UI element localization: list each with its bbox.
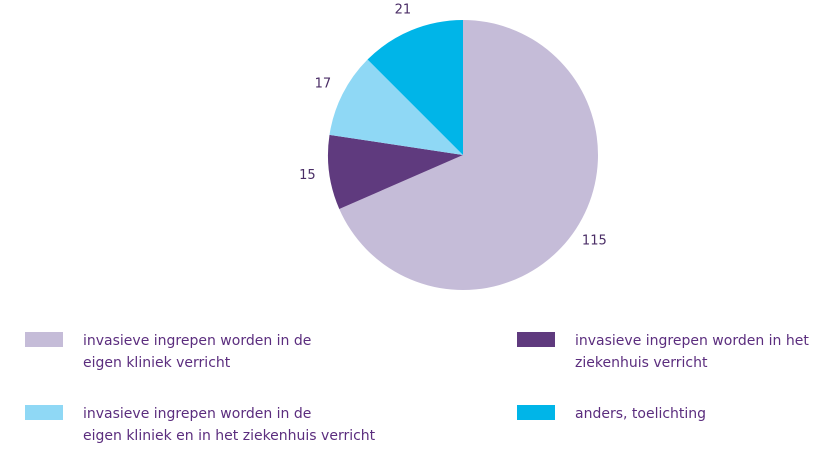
legend-swatch [517, 332, 555, 347]
pie-slice [339, 20, 598, 290]
pie-slice [327, 134, 463, 209]
data-label: 17 [315, 77, 332, 92]
legend-item: invasieve ingrepen worden in de eigen kl… [25, 330, 311, 374]
legend-item: invasieve ingrepen worden in de eigen kl… [25, 403, 375, 447]
legend-swatch [25, 405, 63, 420]
legend-label: invasieve ingrepen worden in de eigen kl… [83, 406, 376, 444]
legend-swatch [25, 332, 63, 347]
legend-item: invasieve ingrepen worden in het ziekenh… [517, 330, 809, 374]
data-label: 21 [395, 2, 412, 17]
legend-swatch [517, 405, 555, 420]
legend-label: invasieve ingrepen worden in de eigen kl… [83, 333, 312, 371]
pie-slice [329, 59, 463, 155]
legend-item: anders, toelichting [517, 403, 706, 425]
data-label: 115 [582, 234, 607, 249]
pie-slice [367, 20, 463, 155]
legend-label: anders, toelichting [575, 406, 707, 422]
legend-label: invasieve ingrepen worden in het ziekenh… [575, 333, 809, 371]
data-label: 15 [299, 168, 316, 183]
